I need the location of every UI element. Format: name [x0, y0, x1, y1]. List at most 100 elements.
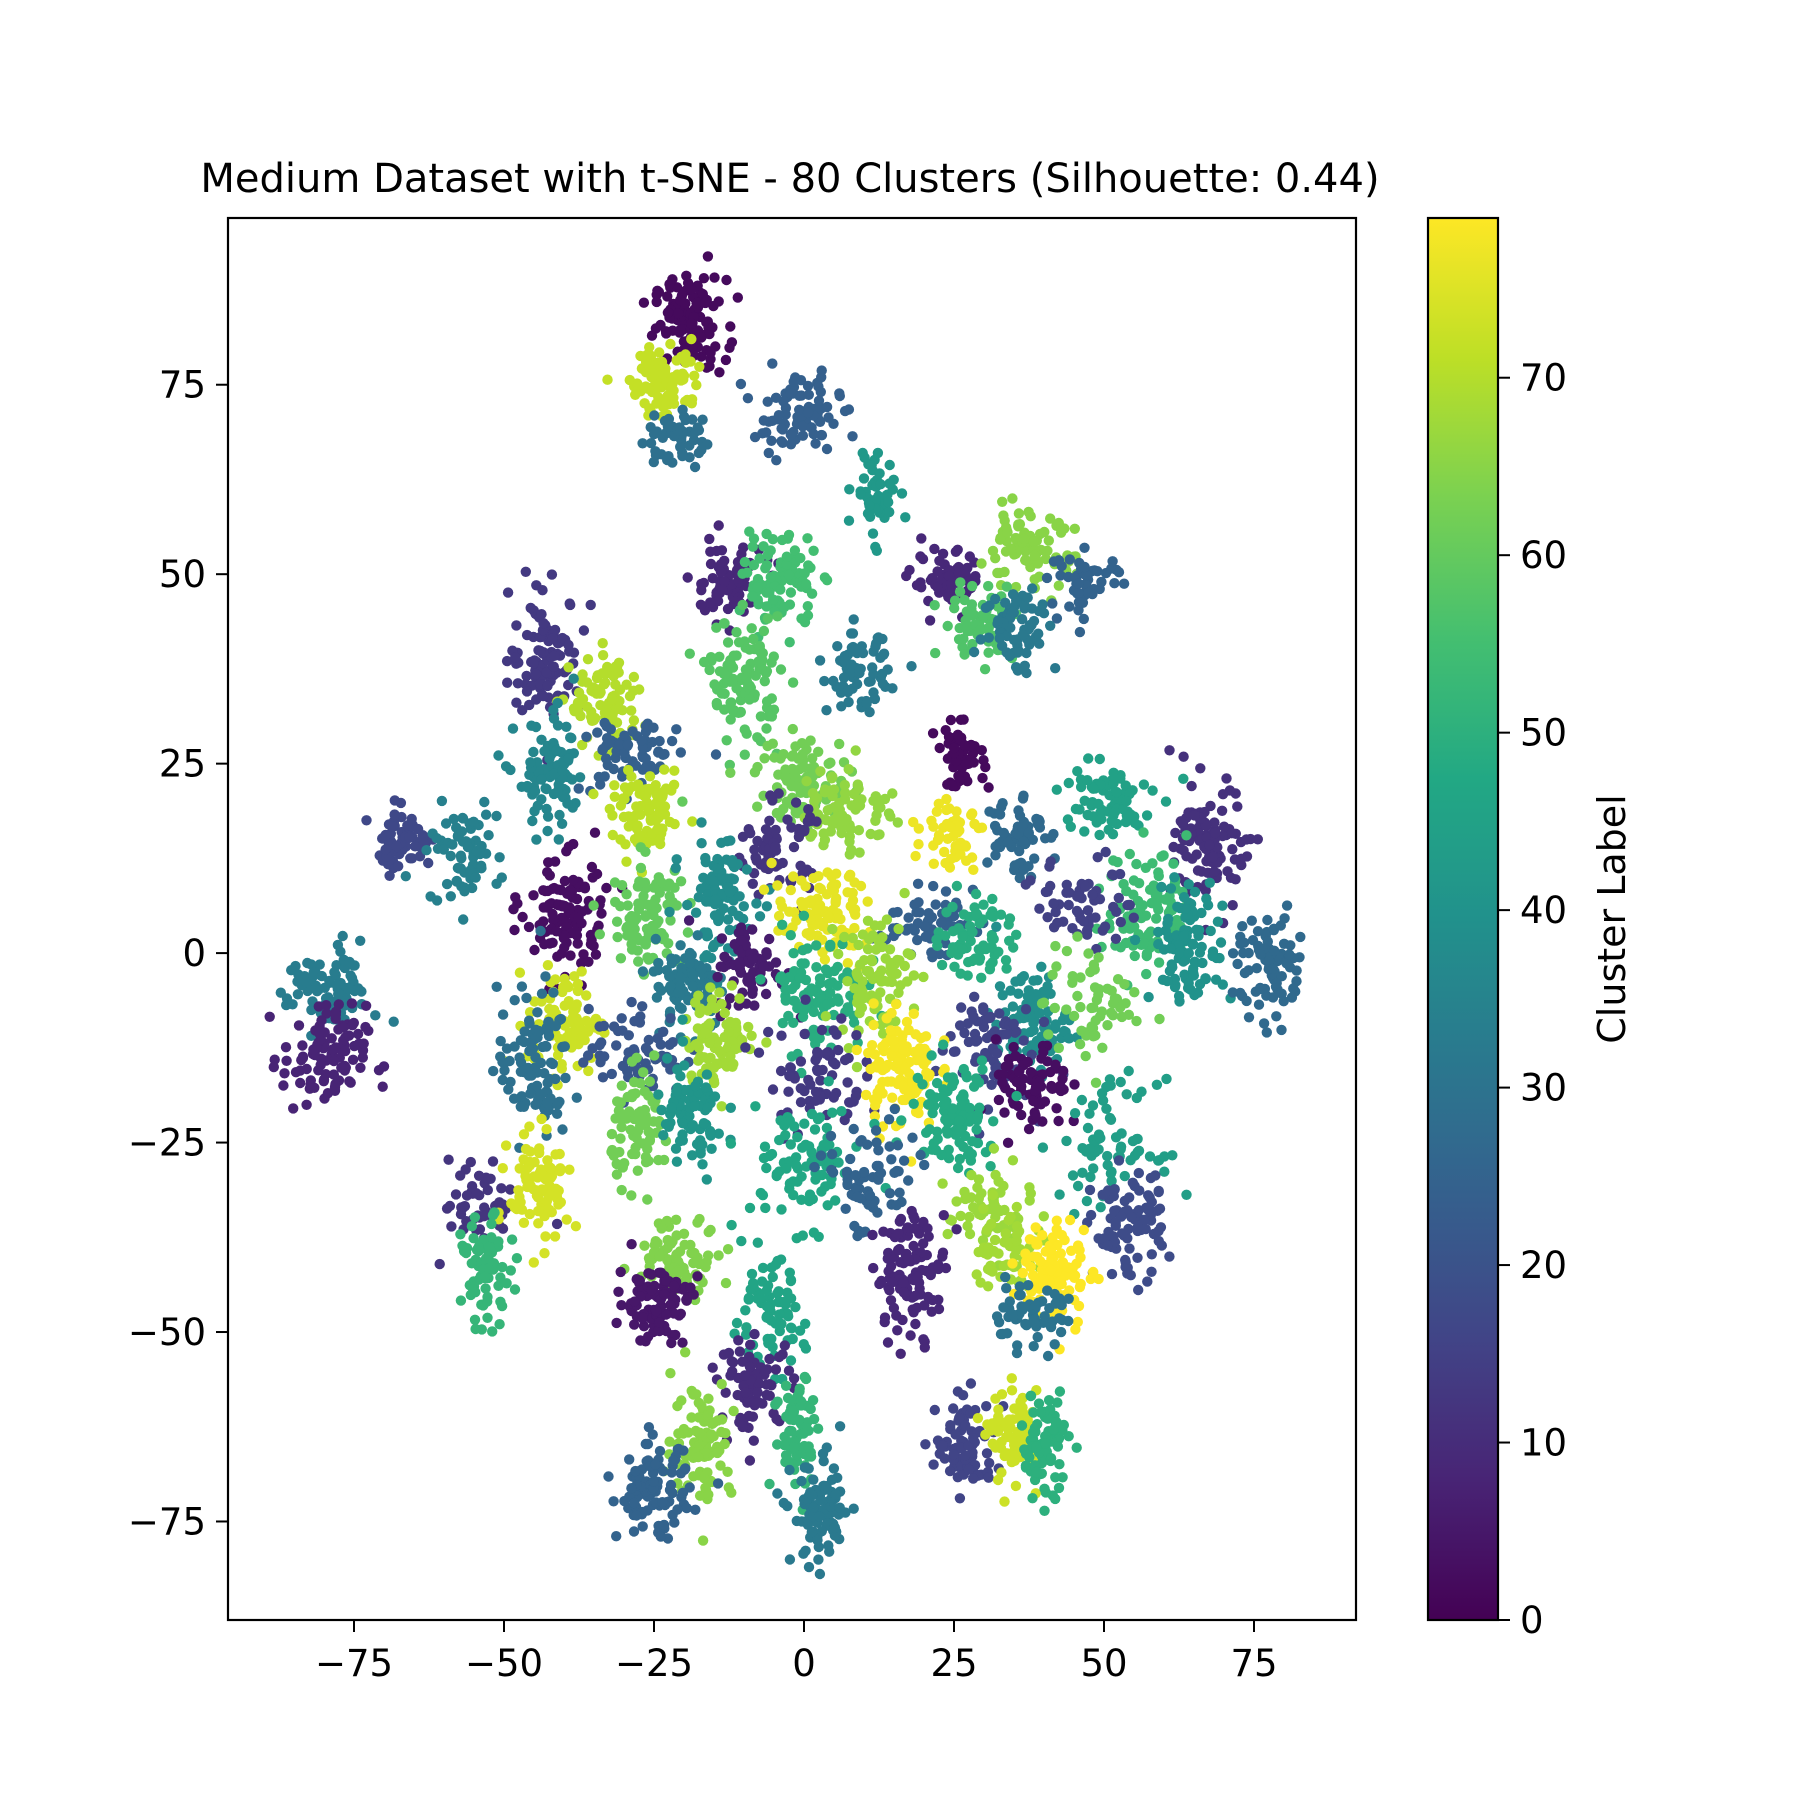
- data-point: [1088, 1163, 1099, 1174]
- data-point: [859, 955, 870, 966]
- data-point: [789, 770, 801, 782]
- data-point: [803, 560, 814, 571]
- data-point: [1034, 903, 1045, 914]
- data-point: [828, 814, 840, 825]
- data-point: [723, 1026, 734, 1038]
- data-point: [1007, 493, 1018, 504]
- data-point: [848, 1096, 859, 1107]
- data-point: [536, 734, 547, 745]
- data-point: [705, 652, 717, 663]
- data-point: [295, 1077, 306, 1089]
- data-point: [802, 380, 814, 392]
- data-point: [718, 903, 729, 914]
- data-point: [758, 415, 769, 426]
- data-point: [559, 942, 570, 953]
- data-point: [642, 1194, 653, 1205]
- data-point: [795, 552, 806, 564]
- data-point: [705, 558, 717, 570]
- data-point: [675, 294, 686, 306]
- data-point: [830, 895, 841, 907]
- data-point: [1153, 926, 1164, 938]
- data-point: [739, 724, 750, 735]
- data-point: [942, 833, 953, 844]
- data-point: [828, 1025, 839, 1036]
- data-point: [606, 693, 617, 705]
- data-point: [752, 801, 763, 812]
- cluster-76-points: [758, 857, 875, 972]
- data-point: [1067, 1170, 1079, 1181]
- data-point: [666, 1102, 677, 1113]
- data-point: [1191, 924, 1202, 935]
- data-point: [993, 615, 1004, 626]
- data-point: [1033, 628, 1044, 639]
- data-point: [1109, 806, 1121, 818]
- data-point: [813, 395, 825, 406]
- data-point: [984, 806, 995, 817]
- data-point: [785, 429, 796, 440]
- data-point: [689, 370, 700, 381]
- data-point: [1029, 550, 1040, 561]
- data-point: [624, 1106, 635, 1117]
- data-point: [1004, 650, 1015, 662]
- data-point: [1174, 996, 1185, 1007]
- data-point: [724, 993, 736, 1004]
- data-point: [563, 639, 574, 651]
- data-point: [783, 569, 795, 581]
- data-point: [803, 804, 814, 815]
- data-point: [1076, 1094, 1088, 1106]
- data-point: [431, 895, 443, 906]
- data-point: [816, 365, 827, 376]
- data-point: [1027, 583, 1038, 594]
- data-point: [809, 1124, 821, 1135]
- data-point: [1075, 1001, 1086, 1013]
- data-point: [1284, 949, 1295, 960]
- data-point: [633, 956, 644, 967]
- data-point: [1227, 900, 1238, 911]
- data-point: [1128, 912, 1140, 923]
- data-point: [899, 960, 910, 972]
- data-point: [954, 1115, 965, 1126]
- data-point: [1216, 805, 1228, 816]
- data-point: [734, 993, 745, 1004]
- data-point: [712, 595, 724, 607]
- data-point: [624, 374, 635, 386]
- data-point: [1061, 879, 1073, 890]
- data-point: [1205, 925, 1216, 937]
- data-point: [660, 326, 672, 337]
- data-point: [958, 1063, 969, 1075]
- data-point: [509, 1041, 520, 1052]
- data-point: [1129, 817, 1141, 829]
- data-point: [650, 323, 662, 334]
- data-point: [370, 1010, 381, 1021]
- data-point: [297, 1040, 308, 1051]
- data-point: [795, 1097, 807, 1108]
- data-point: [1209, 866, 1220, 877]
- data-point: [310, 982, 322, 993]
- data-point: [1048, 898, 1059, 909]
- data-point: [388, 1016, 399, 1027]
- data-point: [932, 582, 943, 593]
- data-point: [1252, 834, 1264, 845]
- data-point: [697, 1159, 708, 1170]
- data-point: [1053, 1115, 1064, 1127]
- data-point: [797, 421, 808, 432]
- data-point: [551, 926, 562, 937]
- data-point: [628, 671, 640, 683]
- data-point: [950, 546, 962, 557]
- data-point: [823, 979, 835, 990]
- data-point: [834, 738, 845, 750]
- data-point: [913, 897, 924, 908]
- data-point: [507, 723, 519, 734]
- data-point: [680, 396, 691, 407]
- data-point: [505, 764, 516, 776]
- data-point: [863, 966, 875, 977]
- data-point: [459, 886, 470, 897]
- data-point: [538, 618, 549, 629]
- data-point: [819, 675, 830, 687]
- data-point: [746, 1030, 757, 1042]
- data-point: [836, 1013, 847, 1024]
- data-point: [702, 439, 713, 450]
- data-point: [573, 783, 584, 794]
- data-point: [954, 1153, 965, 1165]
- data-point: [483, 830, 494, 841]
